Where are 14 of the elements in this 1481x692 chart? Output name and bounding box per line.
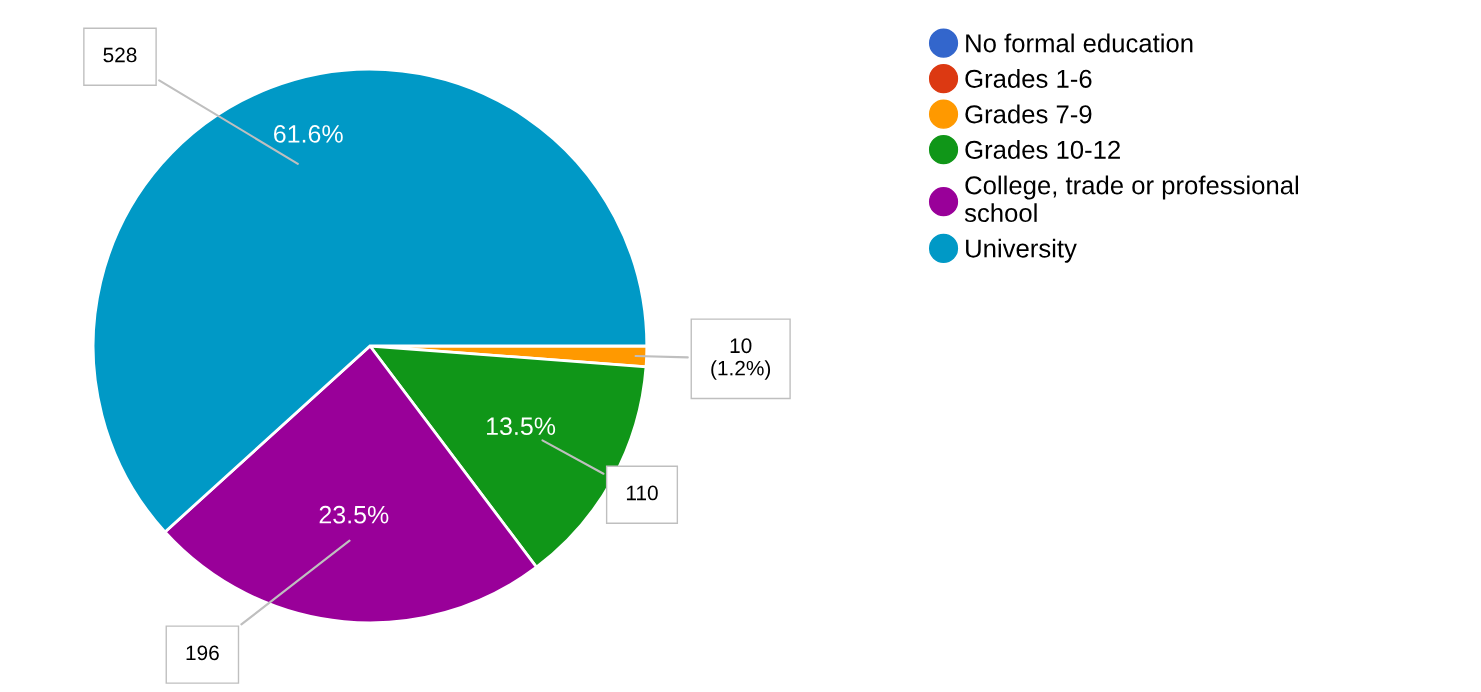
data-label: 13.5% bbox=[487, 417, 556, 436]
data-label: 61.6% bbox=[274, 125, 343, 143]
legend-label: Grades 10-12 bbox=[965, 140, 1120, 159]
text: 10 bbox=[730, 338, 752, 354]
legend-label: No formal education bbox=[966, 33, 1193, 53]
text: 110 bbox=[626, 485, 658, 501]
legend-label: College, trade or professional school bbox=[964, 175, 1299, 223]
legend-label: Grades 1-6 bbox=[965, 69, 1092, 88]
data-label: 23.5% bbox=[319, 505, 389, 524]
text: 196 bbox=[186, 645, 219, 661]
text: 528 bbox=[103, 47, 137, 63]
legend-label: University bbox=[966, 238, 1077, 263]
data-label: (1.2%) bbox=[711, 360, 771, 380]
legend-label: Grades 7-9 bbox=[965, 104, 1092, 124]
